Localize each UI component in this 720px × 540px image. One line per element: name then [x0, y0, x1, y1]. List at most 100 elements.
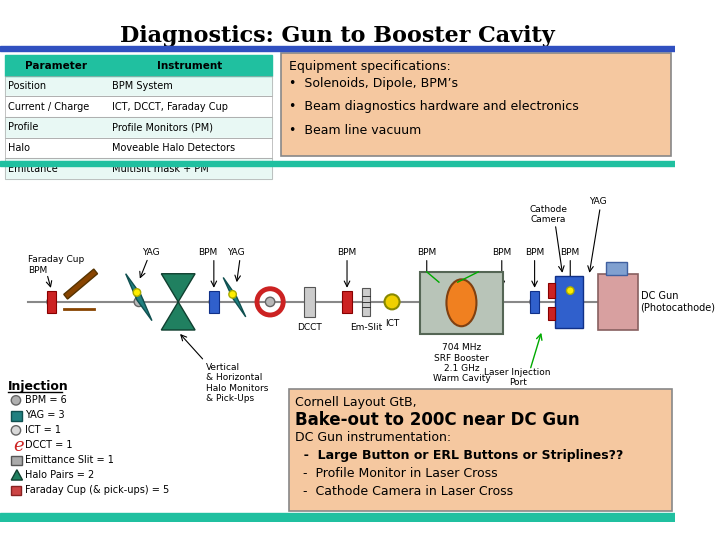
- Text: Profile: Profile: [9, 123, 39, 132]
- Text: Injection: Injection: [7, 380, 68, 393]
- Bar: [361, 288, 370, 316]
- Text: 704 MHz
SRF Booster: 704 MHz SRF Booster: [434, 343, 489, 362]
- FancyBboxPatch shape: [289, 389, 672, 511]
- Text: Emittance: Emittance: [9, 164, 58, 174]
- Text: •  Beam line vacuum: • Beam line vacuum: [289, 124, 421, 137]
- Bar: [5, 97, 272, 117]
- Text: -  Large Button or ERL Buttons or Striplines??: - Large Button or ERL Buttons or Stripli…: [294, 449, 623, 462]
- Bar: [5, 117, 272, 138]
- Text: Instrument: Instrument: [157, 60, 222, 71]
- Text: Multislit mask + PM: Multislit mask + PM: [112, 164, 208, 174]
- Polygon shape: [64, 269, 97, 299]
- Text: Faraday Cup: Faraday Cup: [28, 255, 84, 264]
- Bar: [5, 76, 272, 97]
- Text: DC Gun instrumentation:: DC Gun instrumentation:: [294, 431, 451, 444]
- Bar: [5, 138, 272, 158]
- Circle shape: [530, 297, 539, 307]
- Text: ICT = 1: ICT = 1: [25, 426, 61, 435]
- Bar: [606, 261, 626, 275]
- Text: YAG = 3: YAG = 3: [25, 410, 65, 420]
- Polygon shape: [161, 302, 195, 330]
- Bar: [0, 46, 675, 51]
- Circle shape: [134, 297, 143, 307]
- Text: BPM = 6: BPM = 6: [25, 395, 67, 406]
- Text: Current / Charge: Current / Charge: [9, 102, 90, 112]
- Text: BPM: BPM: [525, 248, 544, 256]
- Text: Laser Injection
Port: Laser Injection Port: [485, 368, 551, 387]
- Text: BPM: BPM: [338, 248, 356, 256]
- Text: BPM System: BPM System: [112, 81, 172, 91]
- Circle shape: [342, 297, 351, 307]
- Circle shape: [209, 297, 219, 307]
- Circle shape: [384, 294, 400, 309]
- Text: BPM: BPM: [561, 248, 580, 256]
- Circle shape: [12, 396, 21, 405]
- Text: Emittance Slit = 1: Emittance Slit = 1: [25, 455, 114, 465]
- Text: YAG: YAG: [143, 248, 160, 256]
- Circle shape: [133, 289, 140, 296]
- Bar: [5, 97, 272, 117]
- Text: BPM: BPM: [28, 266, 48, 275]
- Text: Position: Position: [9, 81, 47, 91]
- Text: YAG: YAG: [228, 248, 246, 256]
- Text: Solenoid(s): Solenoid(s): [421, 272, 476, 281]
- Circle shape: [12, 426, 21, 435]
- Bar: [598, 274, 638, 330]
- Text: Faraday Cup (& pick-ups) = 5: Faraday Cup (& pick-ups) = 5: [25, 485, 170, 495]
- Text: DCCT: DCCT: [297, 322, 322, 332]
- Text: Cathode
Camera: Cathode Camera: [530, 205, 567, 224]
- Bar: [548, 283, 555, 298]
- Circle shape: [567, 297, 577, 307]
- Text: •  Solenoids, Dipole, BPM’s: • Solenoids, Dipole, BPM’s: [289, 77, 458, 90]
- Text: Parameter: Parameter: [25, 60, 87, 71]
- Text: Halo: Halo: [9, 143, 30, 153]
- Text: BPM: BPM: [492, 248, 511, 256]
- Circle shape: [384, 297, 394, 307]
- Text: Diagnostics: Gun to Booster Cavity: Diagnostics: Gun to Booster Cavity: [120, 25, 555, 48]
- Bar: [12, 456, 22, 465]
- Circle shape: [422, 297, 431, 307]
- Circle shape: [305, 297, 314, 307]
- Bar: [548, 307, 555, 320]
- Text: -  Profile Monitor in Laser Cross: - Profile Monitor in Laser Cross: [294, 467, 497, 480]
- Polygon shape: [223, 278, 246, 317]
- Bar: [342, 291, 351, 313]
- Text: Halo Pairs = 2: Halo Pairs = 2: [25, 470, 94, 481]
- Bar: [5, 138, 272, 158]
- Bar: [5, 158, 272, 179]
- Text: Moveable Halo Detectors: Moveable Halo Detectors: [112, 143, 235, 153]
- Text: Equipment specifications:: Equipment specifications:: [289, 60, 451, 73]
- Bar: [304, 287, 315, 317]
- Circle shape: [266, 297, 275, 307]
- Text: Bake-out to 200C near DC Gun: Bake-out to 200C near DC Gun: [294, 411, 579, 429]
- Text: DC Gun
(Photocathode): DC Gun (Photocathode): [641, 291, 716, 313]
- Text: BPM: BPM: [417, 248, 436, 256]
- Circle shape: [229, 291, 236, 298]
- Text: Em-Slit: Em-Slit: [350, 322, 382, 332]
- FancyBboxPatch shape: [282, 53, 670, 157]
- Ellipse shape: [446, 279, 477, 326]
- Text: ICT: ICT: [385, 319, 399, 328]
- Circle shape: [567, 287, 574, 294]
- Bar: [0, 161, 675, 166]
- Bar: [420, 272, 503, 334]
- Bar: [555, 275, 583, 328]
- Bar: [0, 513, 675, 522]
- Text: BPM: BPM: [199, 248, 218, 256]
- Bar: [530, 291, 539, 313]
- Text: e: e: [13, 437, 24, 455]
- Text: 7: 7: [334, 514, 341, 523]
- Text: •  Beam diagnostics hardware and electronics: • Beam diagnostics hardware and electron…: [289, 100, 579, 113]
- Polygon shape: [126, 274, 152, 321]
- Bar: [5, 158, 272, 179]
- Text: Cornell Layout GtB,: Cornell Layout GtB,: [294, 396, 416, 409]
- Polygon shape: [12, 470, 22, 480]
- Text: ICT, DCCT, Faraday Cup: ICT, DCCT, Faraday Cup: [112, 102, 228, 112]
- Bar: [12, 410, 22, 421]
- Bar: [5, 76, 272, 97]
- Bar: [209, 291, 219, 313]
- Text: YAG: YAG: [590, 197, 607, 206]
- Text: DCCT = 1: DCCT = 1: [25, 440, 73, 450]
- Bar: [47, 291, 56, 313]
- Text: Vertical
& Horizontal
Halo Monitors
& Pick-Ups: Vertical & Horizontal Halo Monitors & Pi…: [207, 363, 269, 403]
